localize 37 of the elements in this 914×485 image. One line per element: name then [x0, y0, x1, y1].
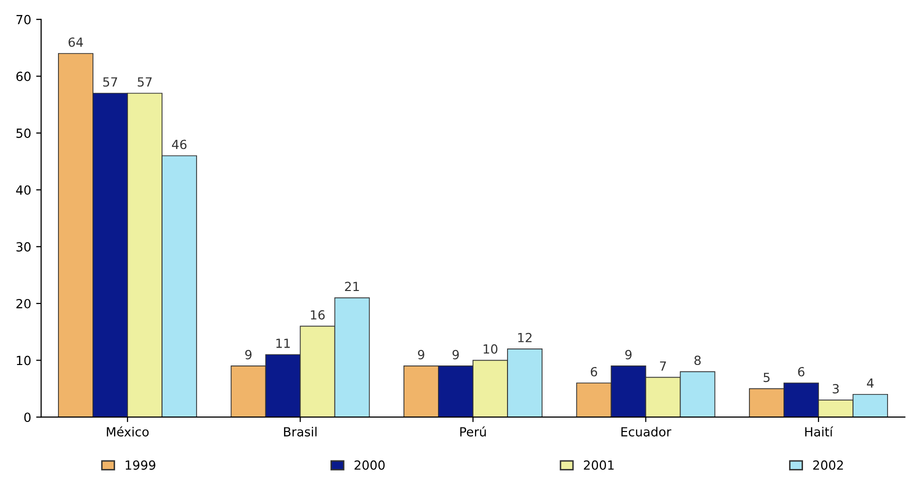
x-tick-label: Brasil	[284, 426, 316, 436]
data-label: 46	[172, 140, 186, 150]
data-label: 57	[138, 77, 152, 87]
data-label: 3	[832, 384, 839, 394]
data-label: 11	[276, 338, 290, 348]
data-label: 5	[764, 372, 770, 382]
data-label: 9	[418, 350, 424, 360]
data-label: 10	[484, 344, 498, 354]
data-label: 9	[452, 350, 459, 360]
data-label: 16	[310, 310, 325, 320]
data-label: 9	[245, 350, 252, 360]
y-tick-label: 20	[16, 298, 31, 308]
x-tick-label: Perú	[460, 426, 486, 436]
y-tick-label: 10	[16, 356, 31, 366]
data-label: 57	[103, 77, 118, 87]
x-tick-label: Haití	[805, 426, 834, 436]
data-label: 21	[345, 282, 359, 292]
data-label: 4	[866, 378, 874, 388]
legend-label: 2000	[354, 460, 385, 470]
data-label: 8	[694, 356, 701, 366]
data-label: 6	[590, 366, 598, 376]
y-tick-label: 70	[16, 14, 31, 24]
data-label: 6	[798, 366, 804, 376]
data-label: 64	[68, 37, 83, 47]
y-tick-label: 0	[24, 412, 31, 422]
legend-label: 2002	[813, 460, 843, 470]
x-tick-label: Ecuador	[621, 426, 672, 436]
y-tick-label: 50	[16, 128, 31, 138]
y-tick-label: 60	[16, 72, 31, 82]
y-tick-label: 30	[16, 242, 31, 252]
x-tick-label: México	[106, 426, 149, 436]
y-tick-label: 40	[16, 185, 31, 195]
data-label: 9	[625, 350, 632, 360]
data-label: 12	[518, 332, 532, 342]
legend-label: 2001	[584, 460, 614, 470]
data-label: 7	[660, 361, 666, 371]
legend-label: 1999	[126, 460, 156, 470]
